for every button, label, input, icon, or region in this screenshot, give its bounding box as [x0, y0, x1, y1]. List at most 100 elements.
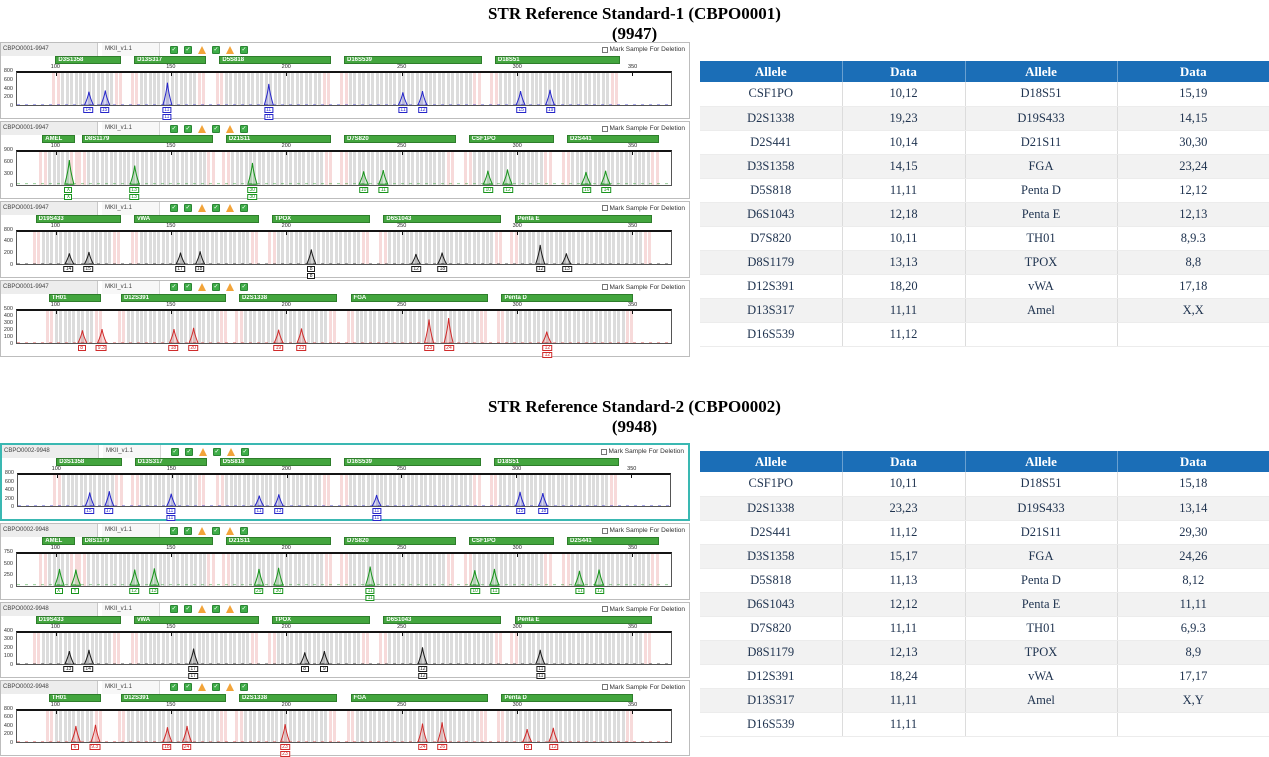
mark-sample-checkbox[interactable]: Mark Sample For Deletion — [601, 684, 685, 691]
allele-call-box[interactable]: 9.3 — [95, 345, 107, 351]
allele-call-box[interactable]: 14 — [83, 665, 93, 672]
allele-call-box[interactable]: 17 — [188, 665, 198, 672]
marker-bar[interactable]: D3S1358 — [56, 458, 122, 466]
allele-call-box[interactable]: 11 — [162, 114, 172, 121]
checkbox-box[interactable] — [601, 46, 608, 53]
quality-pass-icon[interactable]: ✓ — [212, 45, 220, 54]
allele-call-box[interactable]: 8 — [77, 345, 86, 351]
allele-call-box[interactable]: 23 — [280, 744, 290, 750]
quality-warning-icon[interactable] — [226, 204, 234, 212]
quality-pass-icon[interactable]: ✓ — [240, 683, 248, 692]
allele-call-box[interactable]: 6 — [71, 744, 80, 750]
quality-pass-icon[interactable]: ✓ — [212, 526, 220, 535]
checkbox-box[interactable] — [601, 205, 608, 211]
allele-call-box[interactable]: 24 — [417, 744, 428, 750]
allele-call-box[interactable]: 12 — [542, 352, 553, 358]
marker-bar[interactable]: D16S539 — [344, 56, 482, 64]
allele-call-box[interactable]: 11 — [490, 587, 500, 594]
marker-bar[interactable]: TPOX — [271, 214, 371, 223]
quality-pass-icon[interactable]: ✓ — [212, 605, 220, 613]
allele-call-box[interactable]: 11 — [254, 508, 264, 515]
marker-bar[interactable]: vWA — [134, 214, 259, 223]
allele-call-box[interactable]: 30 — [247, 193, 257, 200]
mark-sample-checkbox[interactable]: Mark Sample For Deletion — [601, 284, 685, 291]
quality-pass-icon[interactable]: ✓ — [184, 526, 192, 535]
quality-pass-icon[interactable]: ✓ — [170, 45, 178, 54]
marker-bar[interactable]: AMEL — [42, 537, 76, 546]
allele-call-box[interactable]: 30 — [247, 186, 257, 193]
quality-warning-icon[interactable] — [198, 683, 206, 692]
mark-sample-checkbox[interactable]: Mark Sample For Deletion — [601, 205, 685, 212]
quality-pass-icon[interactable]: ✓ — [240, 204, 248, 212]
allele-call-box[interactable]: 15 — [84, 508, 94, 515]
marker-bar[interactable]: D12S391 — [120, 293, 226, 302]
checkbox-box[interactable] — [601, 125, 608, 132]
allele-call-box[interactable]: 13 — [63, 665, 74, 672]
quality-pass-icon[interactable]: ✓ — [240, 45, 248, 54]
mark-sample-checkbox[interactable]: Mark Sample For Deletion — [601, 46, 685, 53]
allele-call-box[interactable]: 14 — [63, 265, 74, 272]
mark-sample-checkbox[interactable]: Mark Sample For Deletion — [601, 125, 685, 132]
allele-call-box[interactable]: 17 — [175, 265, 185, 272]
quality-pass-icon[interactable]: ✓ — [184, 204, 192, 212]
mark-sample-checkbox[interactable]: Mark Sample For Deletion — [601, 527, 685, 534]
allele-call-box[interactable]: 18 — [437, 265, 448, 272]
marker-bar[interactable]: D5S818 — [219, 56, 331, 64]
quality-pass-icon[interactable]: ✓ — [213, 447, 221, 456]
quality-pass-icon[interactable]: ✓ — [240, 526, 248, 535]
quality-pass-icon[interactable]: ✓ — [212, 204, 220, 212]
marker-bar[interactable]: D18S51 — [494, 458, 619, 466]
allele-call-box[interactable]: 8 — [523, 744, 532, 750]
quality-pass-icon[interactable]: ✓ — [185, 447, 193, 456]
quality-pass-icon[interactable]: ✓ — [170, 605, 178, 613]
allele-call-box[interactable]: 12 — [411, 265, 421, 272]
marker-bar[interactable]: D6S1043 — [383, 214, 502, 223]
allele-call-box[interactable]: 23 — [280, 751, 290, 757]
quality-pass-icon[interactable]: ✓ — [212, 124, 220, 133]
marker-bar[interactable]: D21S11 — [225, 135, 331, 144]
marker-bar[interactable]: D2S441 — [567, 135, 659, 144]
allele-call-box[interactable]: 11 — [398, 107, 408, 114]
quality-warning-icon[interactable] — [198, 124, 206, 133]
quality-pass-icon[interactable]: ✓ — [184, 124, 192, 133]
quality-warning-icon[interactable] — [199, 447, 207, 456]
quality-pass-icon[interactable]: ✓ — [170, 204, 178, 212]
quality-pass-icon[interactable]: ✓ — [170, 124, 178, 133]
marker-bar[interactable]: D7S820 — [344, 537, 456, 546]
allele-call-box[interactable]: 23 — [296, 345, 307, 351]
marker-bar[interactable]: Penta E — [514, 214, 653, 223]
allele-call-box[interactable]: 11 — [536, 672, 546, 679]
marker-bar[interactable]: FGA — [350, 693, 489, 702]
quality-pass-icon[interactable]: ✓ — [240, 605, 248, 613]
marker-bar[interactable]: D21S11 — [225, 537, 331, 546]
allele-call-box[interactable]: 14 — [601, 186, 612, 193]
allele-call-box[interactable]: 11 — [378, 186, 388, 193]
marker-bar[interactable]: CSF1PO — [468, 135, 554, 144]
allele-call-box[interactable]: 12 — [129, 587, 139, 594]
checkbox-box[interactable] — [601, 527, 608, 534]
allele-call-box[interactable]: 11 — [162, 107, 172, 114]
marker-bar[interactable]: D13S317 — [134, 56, 207, 64]
allele-call-box[interactable]: 11 — [365, 594, 375, 601]
allele-call-box[interactable]: 19 — [545, 107, 556, 114]
quality-warning-icon[interactable] — [226, 45, 234, 54]
allele-call-box[interactable]: 30 — [273, 587, 284, 594]
quality-warning-icon[interactable] — [226, 526, 234, 535]
allele-call-box[interactable]: 29 — [253, 587, 264, 594]
marker-bar[interactable]: D8S1179 — [81, 135, 213, 144]
quality-pass-icon[interactable]: ✓ — [170, 283, 178, 292]
allele-call-box[interactable]: 18 — [538, 508, 549, 515]
allele-call-box[interactable]: 18 — [168, 345, 179, 351]
marker-bar[interactable]: TH01 — [48, 293, 102, 302]
allele-call-box[interactable]: 24 — [181, 744, 192, 750]
allele-call-box[interactable]: 14 — [83, 107, 93, 114]
quality-pass-icon[interactable]: ✓ — [212, 683, 220, 692]
quality-pass-icon[interactable]: ✓ — [240, 283, 248, 292]
marker-bar[interactable]: D2S1338 — [239, 693, 338, 702]
quality-pass-icon[interactable]: ✓ — [212, 283, 220, 292]
allele-call-box[interactable]: 13 — [562, 265, 572, 272]
allele-call-box[interactable]: 23 — [424, 345, 435, 351]
allele-call-box[interactable]: 12 — [417, 665, 428, 672]
quality-warning-icon[interactable] — [226, 605, 234, 613]
checkbox-box[interactable] — [601, 606, 608, 612]
